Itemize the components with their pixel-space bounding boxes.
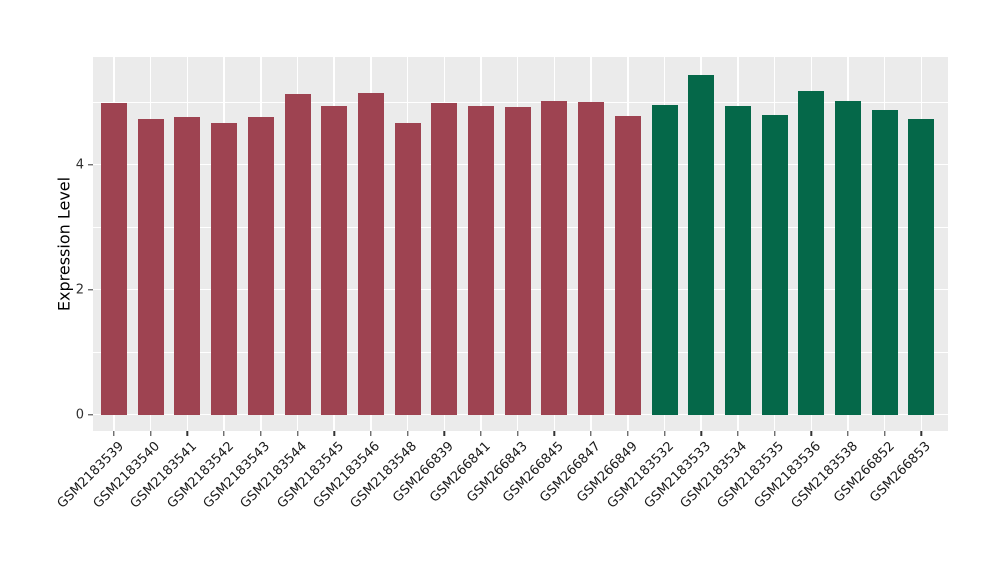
bar-GSM2183534 xyxy=(724,106,751,415)
x-tick-GSM266847 xyxy=(590,431,592,436)
major-gridline-y0 xyxy=(93,413,948,416)
x-tick-GSM2183532 xyxy=(663,431,666,436)
x-tick-GSM266849 xyxy=(627,431,629,436)
bar-GSM2183538 xyxy=(835,100,861,415)
x-tick-GSM266852 xyxy=(883,431,886,436)
bar-GSM266847 xyxy=(578,102,605,415)
y-tick-4 xyxy=(88,163,93,166)
plot-panel xyxy=(93,57,948,431)
bar-GSM266853 xyxy=(908,118,935,415)
bar-GSM2183532 xyxy=(651,105,678,415)
x-tick-GSM2183535 xyxy=(773,431,776,436)
x-tick-GSM266845 xyxy=(553,431,556,436)
x-tick-GSM2183534 xyxy=(737,431,739,436)
bar-GSM266841 xyxy=(468,105,494,415)
x-tick-GSM2183538 xyxy=(847,431,849,436)
minor-gridline-y5 xyxy=(93,101,948,103)
bar-GSM2183535 xyxy=(761,115,788,415)
y-tick-label-0: 0 xyxy=(75,407,84,422)
x-tick-GSM2183545 xyxy=(333,431,335,436)
x-tick-GSM2183536 xyxy=(810,431,812,436)
x-tick-GSM2183539 xyxy=(113,431,115,436)
bar-GSM2183541 xyxy=(174,117,201,415)
bar-GSM2183548 xyxy=(394,123,421,415)
x-tick-GSM2183543 xyxy=(260,431,262,436)
bar-GSM2183542 xyxy=(211,123,238,415)
x-tick-GSM2183542 xyxy=(223,431,225,436)
x-tick-GSM266841 xyxy=(480,431,482,436)
y-axis-title: Expression Level xyxy=(54,176,74,312)
x-tick-GSM2183544 xyxy=(296,431,299,436)
x-tick-GSM266843 xyxy=(516,431,519,436)
bar-GSM2183539 xyxy=(101,102,127,415)
x-tick-GSM2183540 xyxy=(149,431,152,436)
bar-GSM266845 xyxy=(541,101,568,415)
x-tick-GSM2183533 xyxy=(700,431,702,436)
bar-GSM266843 xyxy=(504,107,531,415)
bar-GSM266849 xyxy=(614,116,641,415)
bar-GSM2183533 xyxy=(688,74,715,415)
y-tick-2 xyxy=(88,288,93,291)
x-tick-GSM266853 xyxy=(920,431,923,436)
bar-GSM266839 xyxy=(431,103,458,415)
bar-GSM2183546 xyxy=(357,93,384,415)
x-tick-GSM2183541 xyxy=(186,431,189,436)
bar-GSM2183536 xyxy=(798,91,825,415)
bar-GSM266852 xyxy=(871,109,898,415)
bar-GSM2183540 xyxy=(137,118,164,415)
x-tick-GSM2183546 xyxy=(370,431,372,436)
y-tick-label-2: 2 xyxy=(75,282,84,297)
x-tick-GSM266839 xyxy=(443,431,445,436)
bar-GSM2183544 xyxy=(284,93,311,415)
bar-GSM2183545 xyxy=(321,106,348,415)
y-tick-0 xyxy=(88,413,93,416)
x-tick-GSM2183548 xyxy=(406,431,409,436)
y-tick-label-4: 4 xyxy=(75,157,84,172)
bar-GSM2183543 xyxy=(247,117,274,415)
